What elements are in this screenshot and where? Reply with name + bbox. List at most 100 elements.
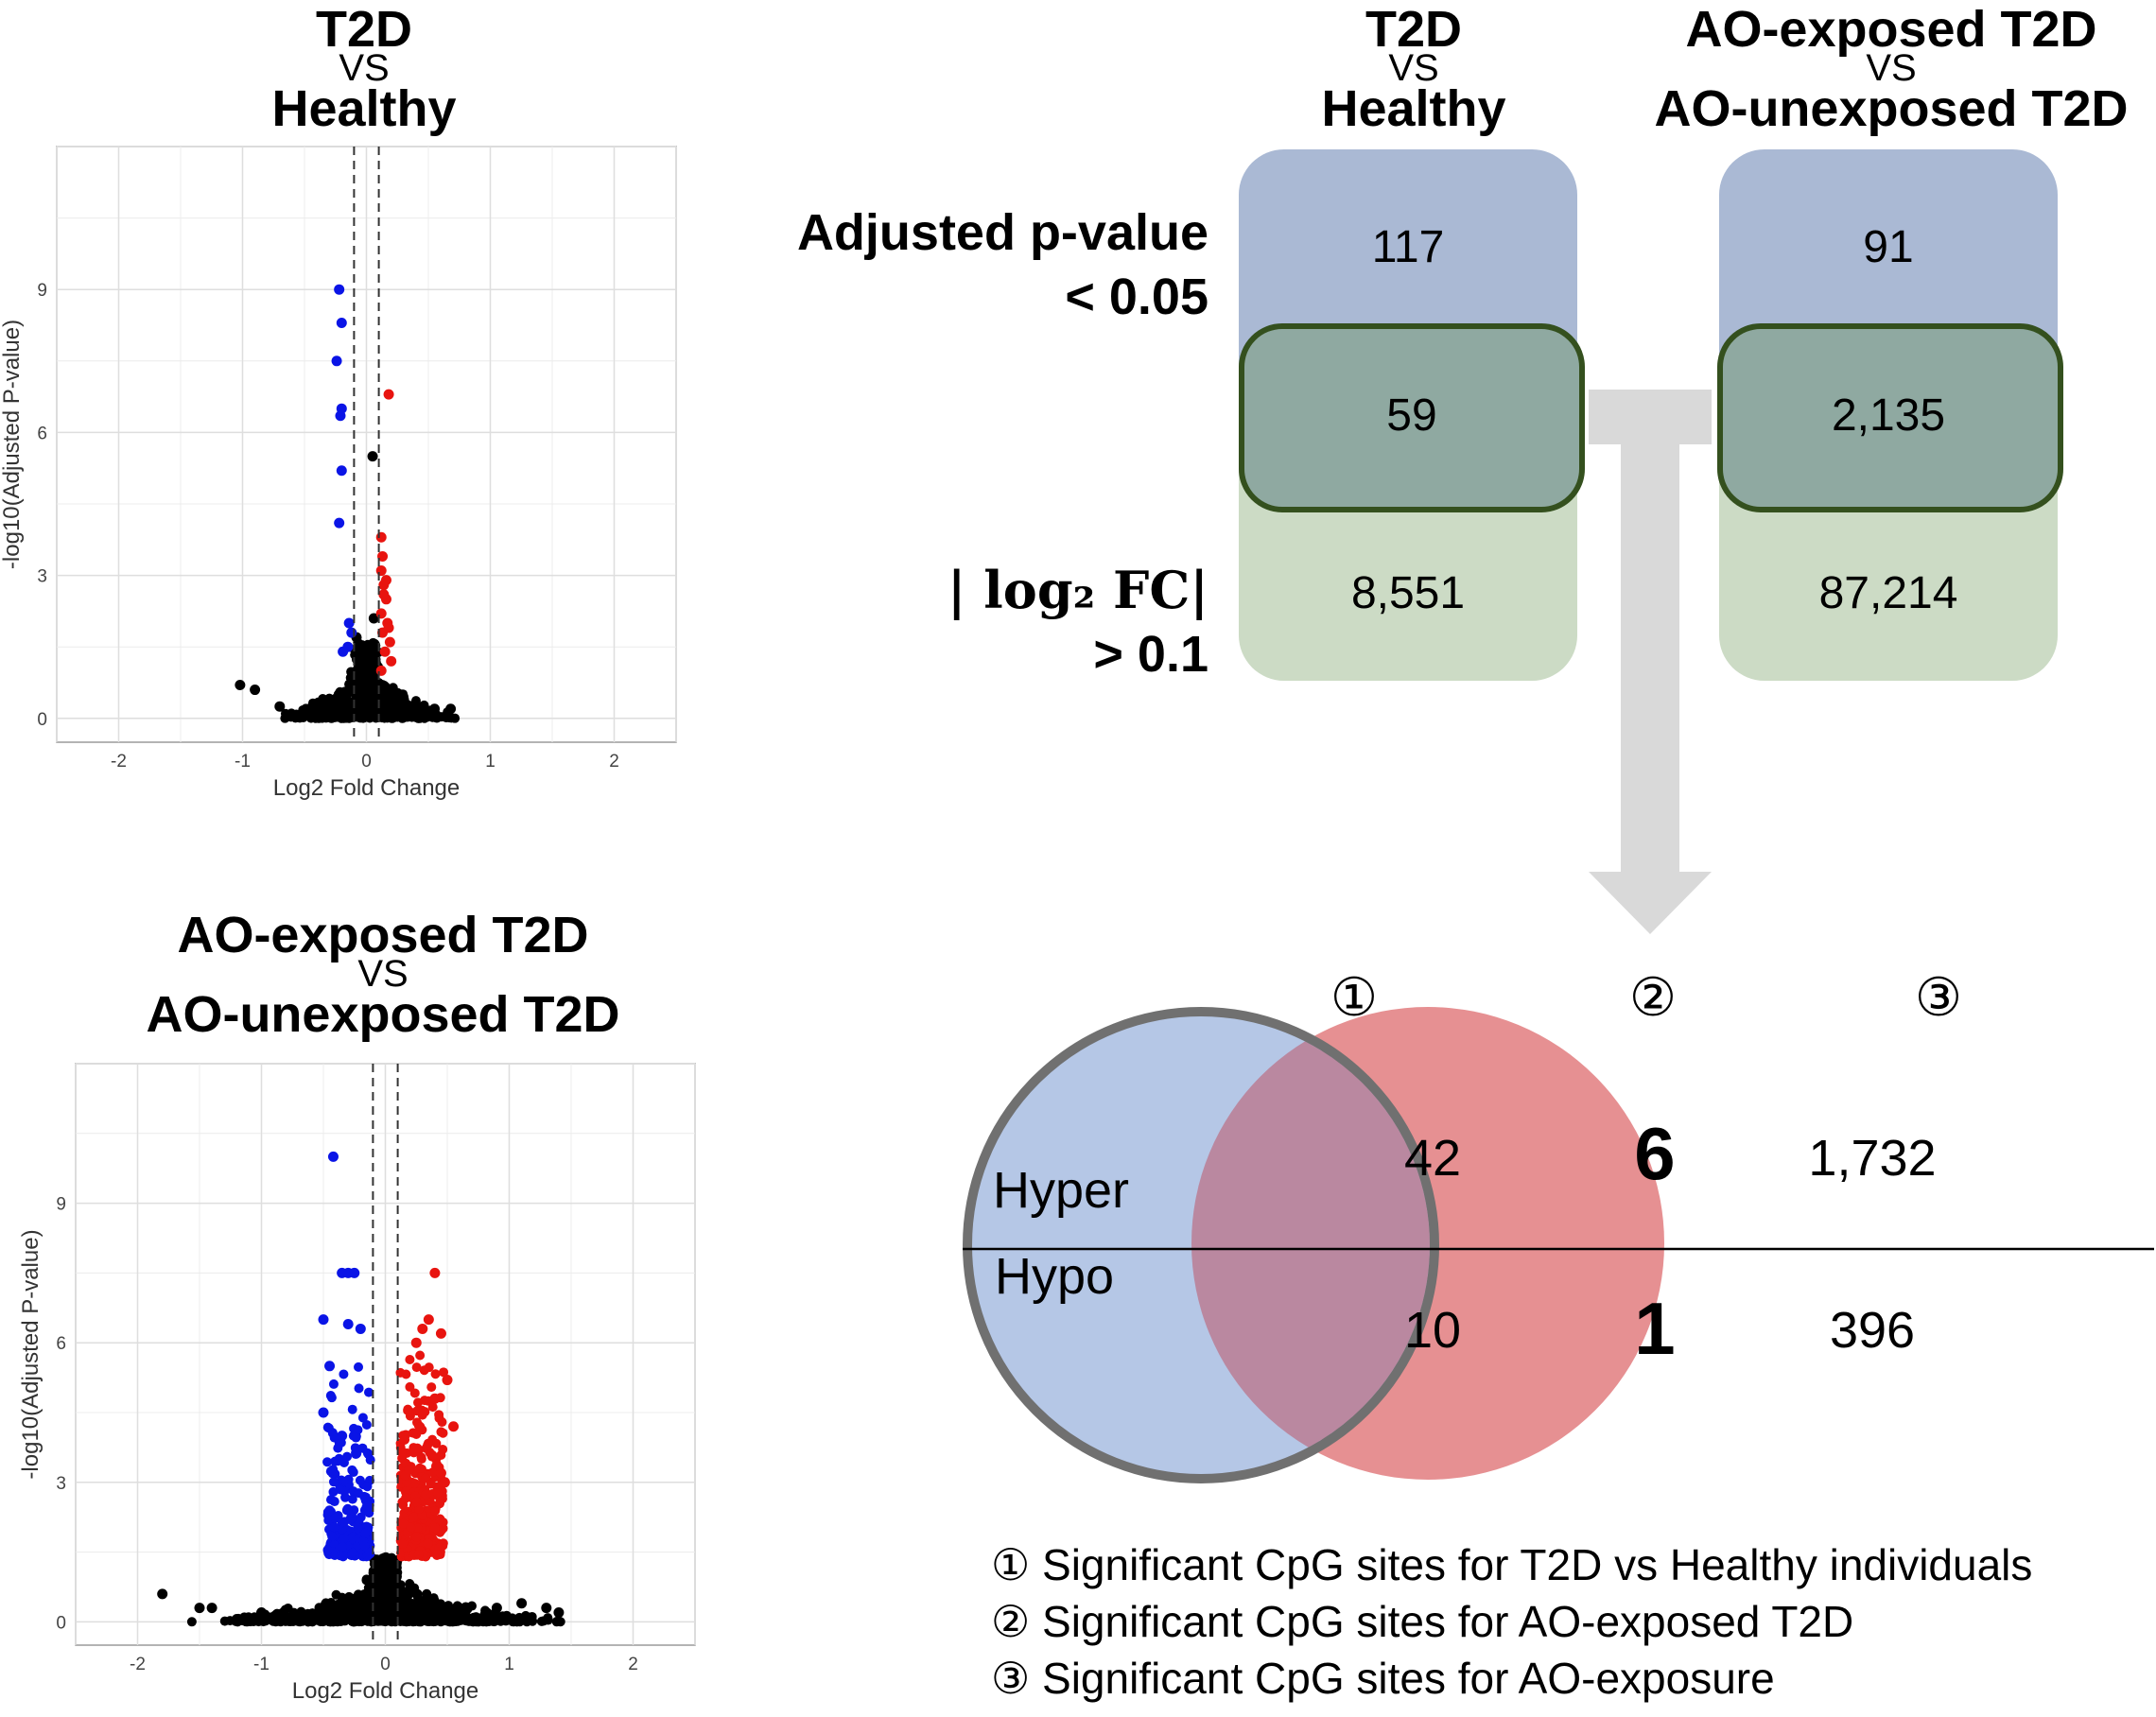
table-col1-bottom: Healthy — [1321, 80, 1506, 137]
down-point — [361, 1419, 372, 1430]
ns-point — [379, 1572, 390, 1583]
ns-point — [339, 694, 350, 704]
ns-point — [431, 713, 442, 723]
down-point — [359, 1540, 370, 1551]
ns-point — [365, 696, 375, 706]
ns-point — [288, 1611, 299, 1622]
up-point — [427, 1450, 438, 1461]
up-point — [432, 1460, 443, 1470]
ns-point — [275, 1614, 286, 1624]
up-point — [380, 575, 391, 586]
up-point — [432, 1549, 443, 1559]
ns-point — [449, 1615, 460, 1625]
row-label-fc: | log₂ FC| > 0.1 — [851, 558, 1208, 686]
down-point — [336, 465, 347, 477]
down-point — [339, 1534, 349, 1544]
ns-point — [438, 1616, 448, 1626]
ns-point — [543, 1615, 553, 1625]
ns-point — [391, 1562, 401, 1572]
up-point — [442, 1375, 453, 1386]
up-point — [432, 1487, 443, 1498]
down-point — [364, 1508, 374, 1518]
col1-pvalue-count: 117 — [1371, 222, 1445, 272]
ns-point — [307, 1616, 318, 1626]
up-point — [431, 1438, 442, 1448]
ns-point — [392, 1597, 403, 1607]
down-point — [337, 1541, 347, 1552]
up-point — [437, 1417, 447, 1428]
venn-overlap-tint — [1191, 1016, 1430, 1474]
y-tick-label: 0 — [37, 710, 47, 730]
up-point — [411, 1532, 422, 1542]
down-point — [355, 1475, 365, 1485]
ns-point — [500, 1616, 511, 1626]
down-point — [322, 1422, 333, 1432]
up-point — [415, 1421, 426, 1431]
ns-point — [491, 1603, 502, 1614]
down-point — [357, 1443, 368, 1453]
up-point — [430, 1505, 441, 1516]
x-tick-label: -1 — [253, 1655, 270, 1674]
ns-point — [368, 1578, 378, 1588]
up-point — [386, 655, 397, 667]
up-point — [415, 1463, 426, 1473]
up-point — [401, 1369, 411, 1379]
plot1-title-bottom: Healthy — [271, 80, 457, 137]
ns-point — [369, 1607, 379, 1618]
y-tick-label: 9 — [56, 1195, 66, 1215]
down-point — [357, 1413, 368, 1423]
ns-point — [350, 1600, 360, 1610]
down-point — [343, 617, 355, 629]
up-point — [426, 1382, 437, 1393]
down-point — [334, 517, 345, 529]
ns-point — [274, 701, 286, 712]
down-point — [346, 627, 357, 638]
plot2-title-top: AO-exposed T2D — [177, 907, 589, 963]
down-point — [338, 1552, 348, 1562]
table-col2-header: AO-exposed T2D VS AO-unexposed T2D — [1636, 4, 2147, 134]
down-point — [342, 1319, 354, 1330]
volcano-plot-1: -2 -1 0 1 2 0 3 6 9 Log2 Fold Change -log10(Adjust… — [0, 146, 677, 801]
up-point — [429, 1267, 441, 1278]
down-point — [348, 1431, 358, 1441]
venn-circle-1 — [963, 1007, 1439, 1483]
ns-point — [366, 660, 377, 671]
volcano-plot-2: -2 -1 0 1 2 0 3 6 9 Log2 Fold Change -log10(Adjust… — [19, 1063, 696, 1704]
up-point — [417, 1323, 428, 1334]
up-point — [413, 1397, 424, 1408]
down-point — [364, 1387, 374, 1397]
up-point — [379, 646, 391, 657]
plot1-title-top: T2D — [315, 1, 412, 58]
up-point — [434, 1410, 444, 1420]
ns-point — [338, 707, 348, 718]
x-tick-label: 0 — [361, 752, 372, 772]
ns-point — [366, 705, 376, 716]
ns-point — [445, 703, 457, 715]
x-axis-label: Log2 Fold Change — [292, 1678, 478, 1704]
ns-point — [392, 712, 403, 722]
ns-point — [461, 1614, 472, 1624]
x-tick-label: 2 — [628, 1655, 638, 1674]
down-point — [362, 1482, 373, 1492]
row-label-fc-line1: | log₂ FC| — [947, 560, 1208, 620]
flow-arrow — [1589, 390, 1712, 934]
ns-point — [428, 1614, 439, 1624]
row-label-pvalue: Adjusted p-value < 0.05 — [719, 200, 1208, 329]
y-tick-label: 6 — [37, 424, 47, 443]
ns-point — [219, 1616, 230, 1626]
table-col2-top: AO-exposed T2D — [1685, 1, 2097, 58]
down-point — [322, 1457, 333, 1467]
ns-point — [303, 703, 313, 714]
arrow-shaft — [1621, 444, 1679, 872]
up-point — [375, 531, 387, 543]
x-tick-label: -1 — [235, 752, 251, 772]
up-point — [423, 1314, 434, 1326]
down-point — [326, 1393, 337, 1403]
ns-point — [375, 1585, 386, 1595]
down-point — [342, 1504, 353, 1515]
up-point — [377, 550, 389, 562]
ns-point — [429, 703, 441, 715]
down-point — [322, 1545, 333, 1555]
ns-point — [355, 666, 365, 676]
down-point — [340, 1492, 351, 1502]
